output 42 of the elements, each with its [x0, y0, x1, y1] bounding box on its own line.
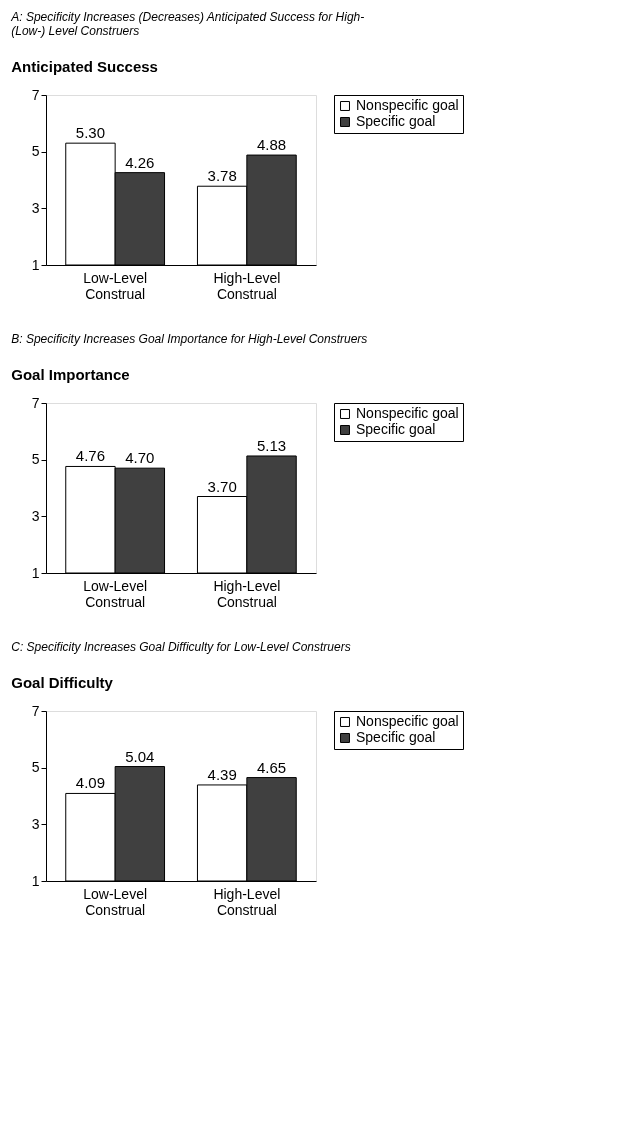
- y-tick-label: 7: [31, 702, 40, 719]
- x-tick-label: Low-Level Construal: [83, 577, 148, 610]
- text: 4.65: [256, 758, 287, 776]
- chart-subtitle: Anticipated Success: [11, 58, 158, 75]
- x-tick-label: High-Level Construal: [213, 577, 281, 610]
- y-tick-label: 1: [31, 872, 40, 889]
- chart-subtitle: Goal Importance: [11, 366, 130, 383]
- y-tick-label: 1: [31, 256, 40, 273]
- text: 4.26: [125, 153, 155, 171]
- y-tick-label: 7: [31, 394, 40, 411]
- text: 5.13: [256, 436, 287, 454]
- legend-label: Nonspecific goal: [356, 713, 459, 729]
- chart-title: C: Specificity Increases Goal Difficulty for Low-Level Construers: [11, 640, 351, 654]
- y-tick-label: 3: [31, 507, 40, 524]
- text: 3.70: [207, 477, 237, 495]
- y-tick-label: 3: [31, 815, 40, 832]
- text: 4.76: [75, 447, 106, 465]
- chart-subtitle: Goal Difficulty: [11, 674, 114, 691]
- text: 5.04: [125, 747, 155, 765]
- text: 4.88: [256, 136, 287, 154]
- legend-label: Nonspecific goal: [356, 405, 459, 421]
- text: 5.30: [75, 124, 106, 142]
- legend-label: Specific goal: [356, 113, 436, 129]
- y-tick-label: 5: [31, 143, 40, 160]
- chart-title: A: Specificity Increases (Decreases) Anticipated Success for High- (Low-) Level Construers: [10, 10, 365, 38]
- x-tick-label: Low-Level Construal: [83, 885, 148, 918]
- y-tick-label: 7: [31, 86, 40, 103]
- y-tick-label: 3: [31, 199, 40, 216]
- text: 4.70: [125, 449, 155, 467]
- x-tick-label: High-Level Construal: [213, 269, 281, 302]
- legend-label: Specific goal: [356, 421, 436, 437]
- y-tick-label: 1: [31, 564, 40, 581]
- x-tick-label: High-Level Construal: [213, 885, 281, 918]
- chart-title: B: Specificity Increases Goal Importance for High-Level Construers: [11, 332, 368, 346]
- text: 3.78: [207, 167, 237, 185]
- x-tick-label: Low-Level Construal: [83, 269, 148, 302]
- text: 4.39: [207, 765, 237, 783]
- y-tick-label: 5: [31, 451, 40, 468]
- legend-label: Nonspecific goal: [356, 97, 459, 113]
- legend-label: Specific goal: [356, 729, 436, 745]
- text: 4.09: [75, 774, 106, 792]
- y-tick-label: 5: [31, 759, 40, 776]
